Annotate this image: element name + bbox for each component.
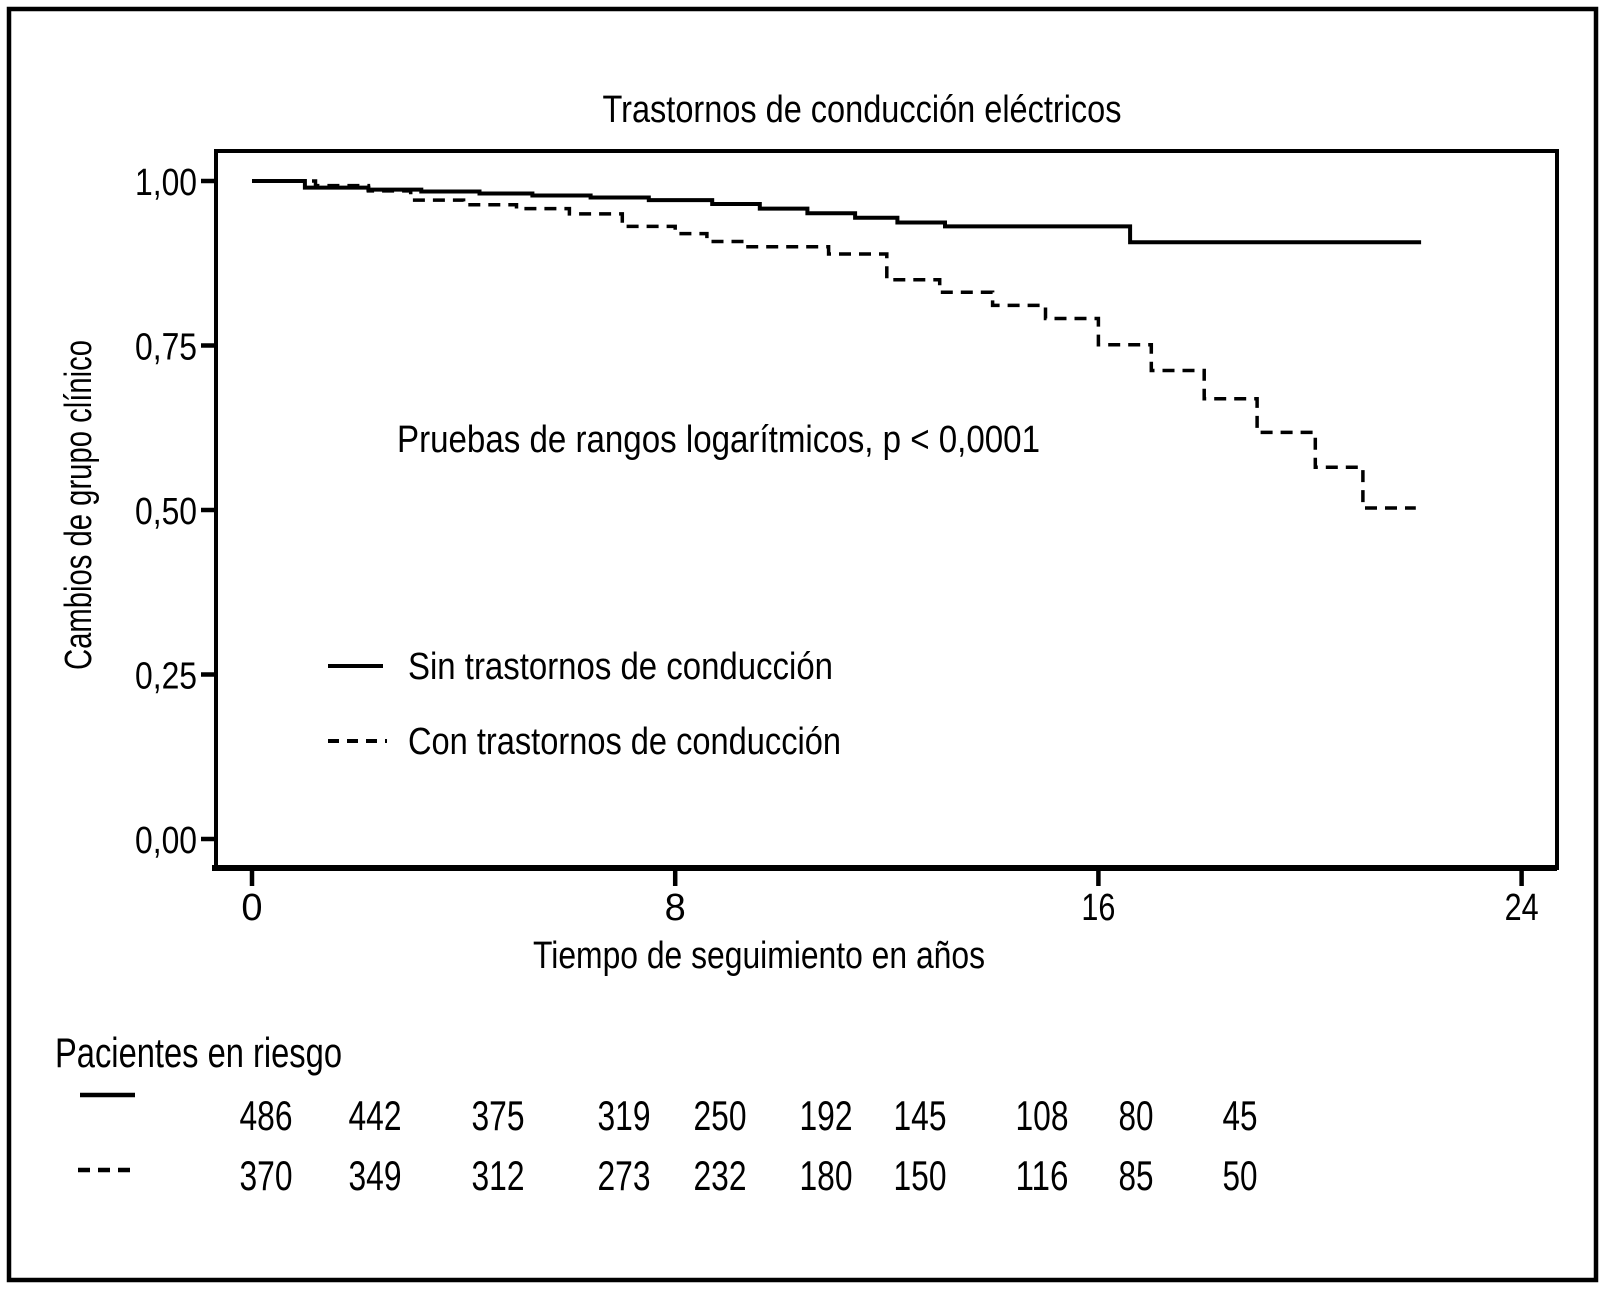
y-tick-label: 0,50 [135, 491, 197, 533]
at-risk-count: 486 [240, 1092, 293, 1139]
at-risk-count: 116 [1016, 1152, 1069, 1199]
x-tick-label: 0 [241, 887, 262, 929]
at-risk-count: 442 [349, 1092, 402, 1139]
at-risk-count: 150 [894, 1152, 947, 1199]
at-risk-table: Pacientes en riesgo 486 442 375 319 250 192 14… [55, 1029, 1258, 1199]
y-axis-ticks: 0,00 0,25 0,50 0,75 1,00 [135, 162, 216, 862]
at-risk-count: 180 [800, 1152, 853, 1199]
at-risk-count: 370 [240, 1152, 293, 1199]
x-axis-title: Tiempo de seguimiento en años [533, 935, 985, 977]
at-risk-count: 319 [598, 1092, 651, 1139]
at-risk-count: 50 [1223, 1152, 1258, 1199]
at-risk-count: 349 [349, 1152, 402, 1199]
x-tick-label: 8 [665, 887, 686, 929]
legend: Sin trastornos de conducción Con trastor… [328, 646, 841, 763]
at-risk-count: 145 [894, 1092, 947, 1139]
at-risk-count: 108 [1016, 1092, 1069, 1139]
logrank-annotation: Pruebas de rangos logarítmicos, p < 0,00… [397, 419, 1040, 461]
y-tick-label: 0,00 [135, 820, 197, 862]
at-risk-count: 273 [598, 1152, 651, 1199]
at-risk-count: 192 [800, 1092, 853, 1139]
survival-curve-con-trastornos [252, 179, 1416, 510]
y-tick-label: 0,75 [135, 327, 197, 369]
survival-curve-sin-trastornos [252, 179, 1422, 245]
at-risk-counts-row-con: 370 349 312 273 232 180 150 116 85 50 [240, 1152, 1258, 1199]
at-risk-count: 85 [1119, 1152, 1154, 1199]
at-risk-counts-row-sin: 486 442 375 319 250 192 145 108 80 45 [240, 1092, 1258, 1139]
chart-title: Trastornos de conducción eléctricos [603, 89, 1122, 131]
y-tick-label: 1,00 [135, 162, 197, 204]
at-risk-count: 45 [1223, 1092, 1258, 1139]
y-tick-label: 0,25 [135, 656, 197, 698]
at-risk-count: 250 [694, 1092, 747, 1139]
at-risk-title: Pacientes en riesgo [55, 1029, 342, 1076]
x-tick-label: 16 [1081, 887, 1115, 929]
legend-label-sin-trastornos: Sin trastornos de conducción [408, 646, 833, 688]
x-axis-ticks: 0 8 16 24 [241, 871, 1539, 929]
x-tick-label: 24 [1505, 887, 1539, 929]
at-risk-count: 312 [472, 1152, 525, 1199]
at-risk-count: 375 [472, 1092, 525, 1139]
figure-border [6, 6, 1599, 1283]
at-risk-count: 232 [694, 1152, 747, 1199]
legend-label-con-trastornos: Con trastornos de conducción [408, 721, 841, 763]
at-risk-count: 80 [1119, 1092, 1154, 1139]
y-axis-title: Cambios de grupo clínico [58, 340, 100, 670]
